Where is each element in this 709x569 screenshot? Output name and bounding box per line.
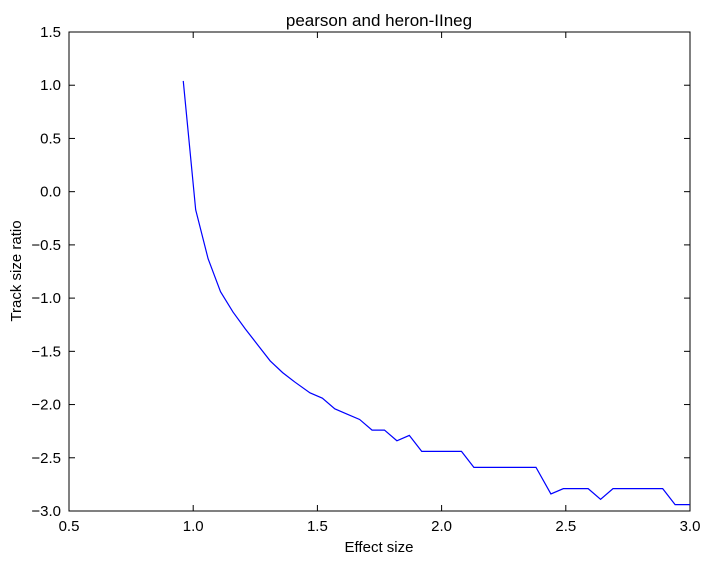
y-tick-label: 1.0 [40,77,61,94]
y-tick-label: 0.0 [40,184,61,201]
y-tick-label: 1.5 [40,24,61,41]
chart-title: pearson and heron-IIneg [286,11,472,30]
axis-ticks: 0.5 1.0 1.5 2.0 2.5 3.0 1.5 1.0 0.5 0.0 −0.5 −1.0 −1… [31,24,700,535]
y-axis-label: Track size ratio [8,220,25,321]
x-tick-label: 2.0 [431,518,452,535]
x-tick-label: 1.5 [307,518,328,535]
y-tick-label: −1.0 [31,290,61,307]
y-tick-label: −2.0 [31,397,61,414]
plot-frame [68,31,691,512]
y-tick-label: −0.5 [31,237,61,254]
x-tick-label: 2.5 [555,518,576,535]
x-axis-label: Effect size [345,539,414,556]
x-tick-label: 0.5 [59,518,80,535]
x-tick-label: 1.0 [183,518,204,535]
y-tick-label: −1.5 [31,343,61,360]
y-tick-label: 0.5 [40,130,61,147]
x-tick-label: 3.0 [680,518,701,535]
y-tick-label: −3.0 [31,503,61,520]
plot-area [68,31,691,512]
series-line-0 [182,80,690,506]
y-tick-label: −2.5 [31,450,61,467]
